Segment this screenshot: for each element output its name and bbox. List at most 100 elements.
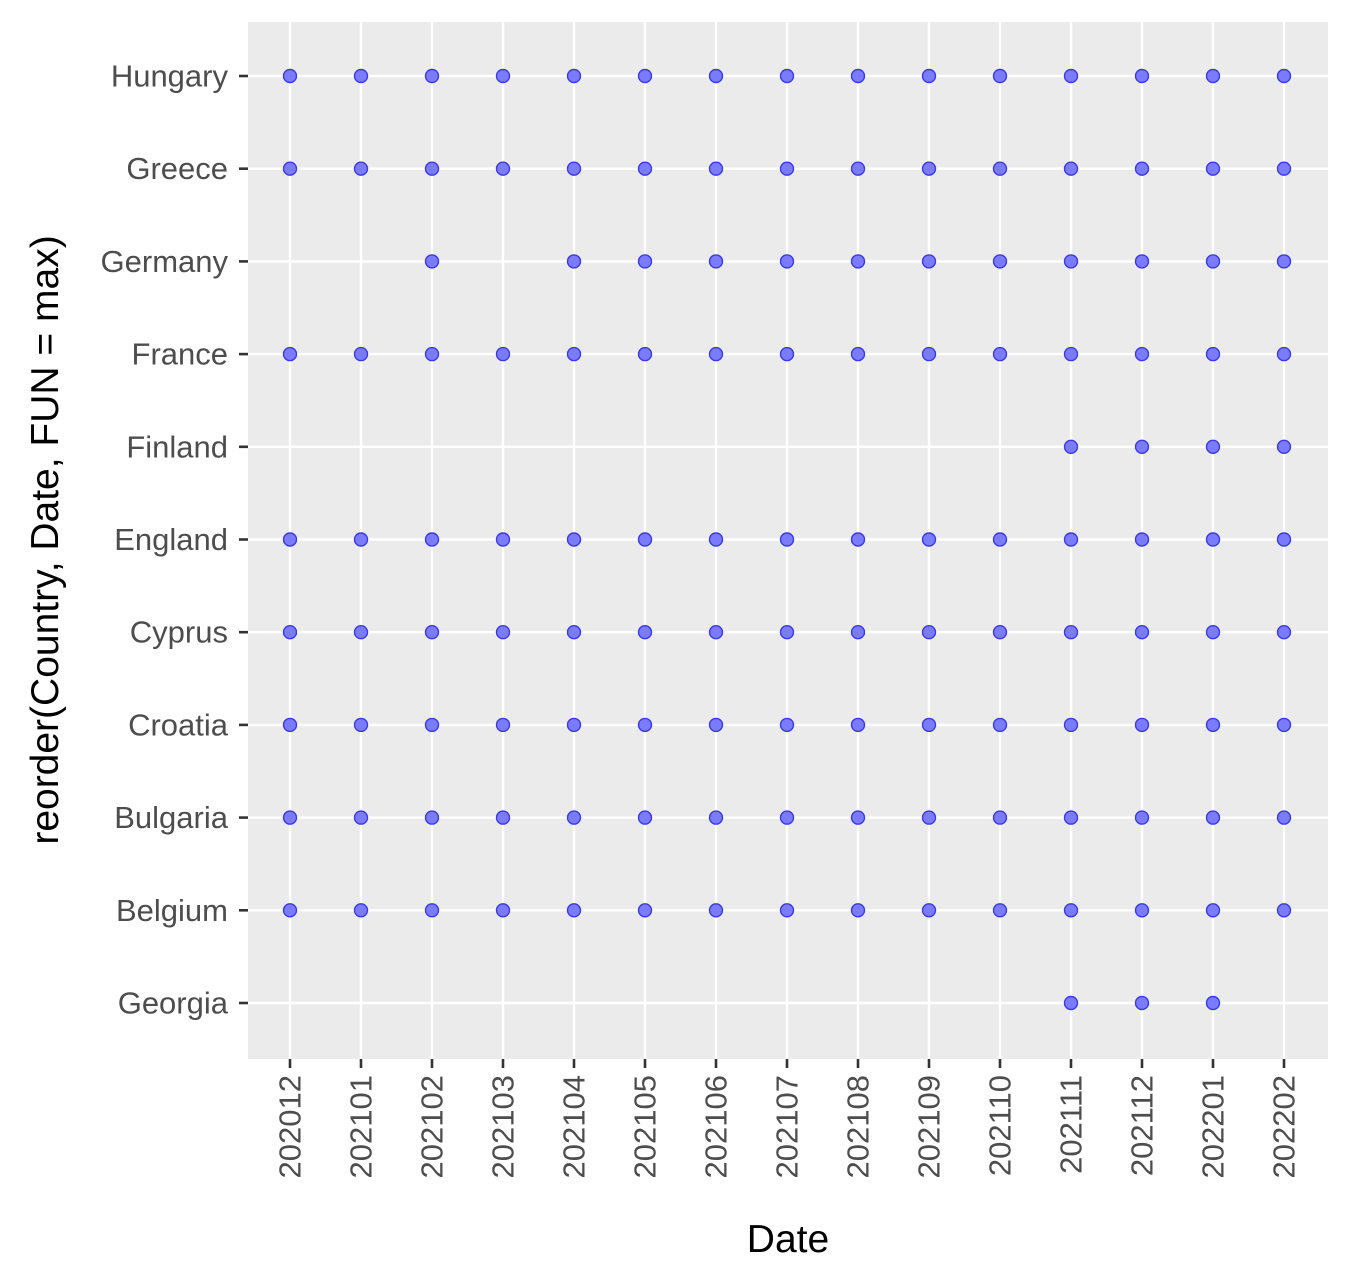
data-point — [1205, 903, 1221, 918]
y-tick-label: Georgia — [118, 986, 229, 1021]
data-point — [1276, 903, 1292, 918]
data-point — [1063, 68, 1079, 84]
x-tick-label: 202110 — [983, 1075, 1018, 1176]
data-point — [495, 346, 511, 362]
data-point — [353, 717, 369, 733]
data-point — [1134, 68, 1150, 84]
data-point — [1063, 161, 1079, 176]
data-point — [424, 810, 440, 825]
data-point — [353, 346, 369, 362]
data-point — [637, 254, 653, 269]
data-point — [495, 903, 511, 918]
data-point — [850, 346, 866, 362]
data-point — [637, 810, 653, 825]
data-point — [708, 254, 724, 269]
data-point — [708, 625, 724, 640]
data-point — [353, 532, 369, 547]
data-point — [1134, 532, 1150, 547]
data-point — [921, 254, 937, 269]
data-point — [424, 254, 440, 269]
data-point — [1205, 439, 1221, 454]
x-tick-label: 202111 — [1054, 1075, 1089, 1174]
data-point — [1063, 810, 1079, 825]
data-point — [282, 625, 298, 640]
x-tick-label: 202104 — [557, 1075, 592, 1178]
x-tick-label: 202102 — [415, 1075, 450, 1178]
data-point — [1205, 68, 1221, 84]
data-point — [1134, 625, 1150, 640]
data-point — [1134, 717, 1150, 733]
data-point — [353, 810, 369, 825]
data-point — [637, 717, 653, 733]
data-point — [637, 532, 653, 547]
data-point — [353, 161, 369, 176]
data-point — [495, 161, 511, 176]
data-point — [850, 532, 866, 547]
data-point — [1134, 810, 1150, 825]
data-point — [282, 68, 298, 84]
data-point — [992, 254, 1008, 269]
data-point — [282, 903, 298, 918]
data-point — [1063, 717, 1079, 733]
data-point — [1134, 346, 1150, 362]
data-points — [282, 68, 1292, 1011]
y-tick-label: Belgium — [116, 893, 228, 928]
data-point — [921, 161, 937, 176]
data-point — [1205, 532, 1221, 547]
data-point — [992, 346, 1008, 362]
x-tick-label: 202112 — [1125, 1075, 1160, 1176]
data-point — [424, 346, 440, 362]
data-point — [1063, 254, 1079, 269]
data-point — [1205, 810, 1221, 825]
data-point — [708, 532, 724, 547]
data-point — [850, 903, 866, 918]
data-point — [566, 717, 582, 733]
data-point — [495, 717, 511, 733]
data-point — [637, 346, 653, 362]
y-tick-label: Hungary — [111, 59, 229, 94]
data-point — [1276, 439, 1292, 454]
data-point — [1276, 532, 1292, 547]
data-point — [850, 810, 866, 825]
data-point — [282, 161, 298, 176]
data-point — [566, 161, 582, 176]
data-point — [566, 903, 582, 918]
data-point — [1205, 161, 1221, 176]
data-point — [1063, 346, 1079, 362]
y-tick-label: Cyprus — [130, 615, 228, 650]
data-point — [779, 532, 795, 547]
data-point — [353, 68, 369, 84]
y-tick-label: Germany — [101, 244, 229, 279]
data-point — [1276, 346, 1292, 362]
data-point — [921, 903, 937, 918]
data-point — [424, 532, 440, 547]
data-point — [992, 532, 1008, 547]
data-point — [566, 254, 582, 269]
data-point — [495, 532, 511, 547]
data-point — [1063, 903, 1079, 918]
x-axis: 202012 202101 202102 202103 202104 202105 2021… — [273, 1059, 1302, 1178]
data-point — [282, 717, 298, 733]
data-point — [850, 68, 866, 84]
x-tick-label: 202103 — [486, 1075, 521, 1178]
data-point — [566, 346, 582, 362]
data-point — [1205, 625, 1221, 640]
data-point — [850, 717, 866, 733]
y-tick-label: Finland — [126, 429, 228, 464]
x-tick-label: 202105 — [628, 1075, 663, 1178]
data-point — [779, 625, 795, 640]
data-point — [1276, 810, 1292, 825]
data-point — [566, 625, 582, 640]
x-tick-label: 202201 — [1196, 1075, 1231, 1178]
x-axis-title: Date — [747, 1218, 829, 1261]
data-point — [1205, 995, 1221, 1011]
data-point — [637, 68, 653, 84]
data-point — [1276, 625, 1292, 640]
data-point — [779, 161, 795, 176]
data-point — [1063, 625, 1079, 640]
data-point — [1134, 995, 1150, 1011]
data-point — [1134, 254, 1150, 269]
x-tick-label: 202202 — [1267, 1075, 1302, 1178]
data-point — [1063, 995, 1079, 1011]
data-point — [779, 68, 795, 84]
